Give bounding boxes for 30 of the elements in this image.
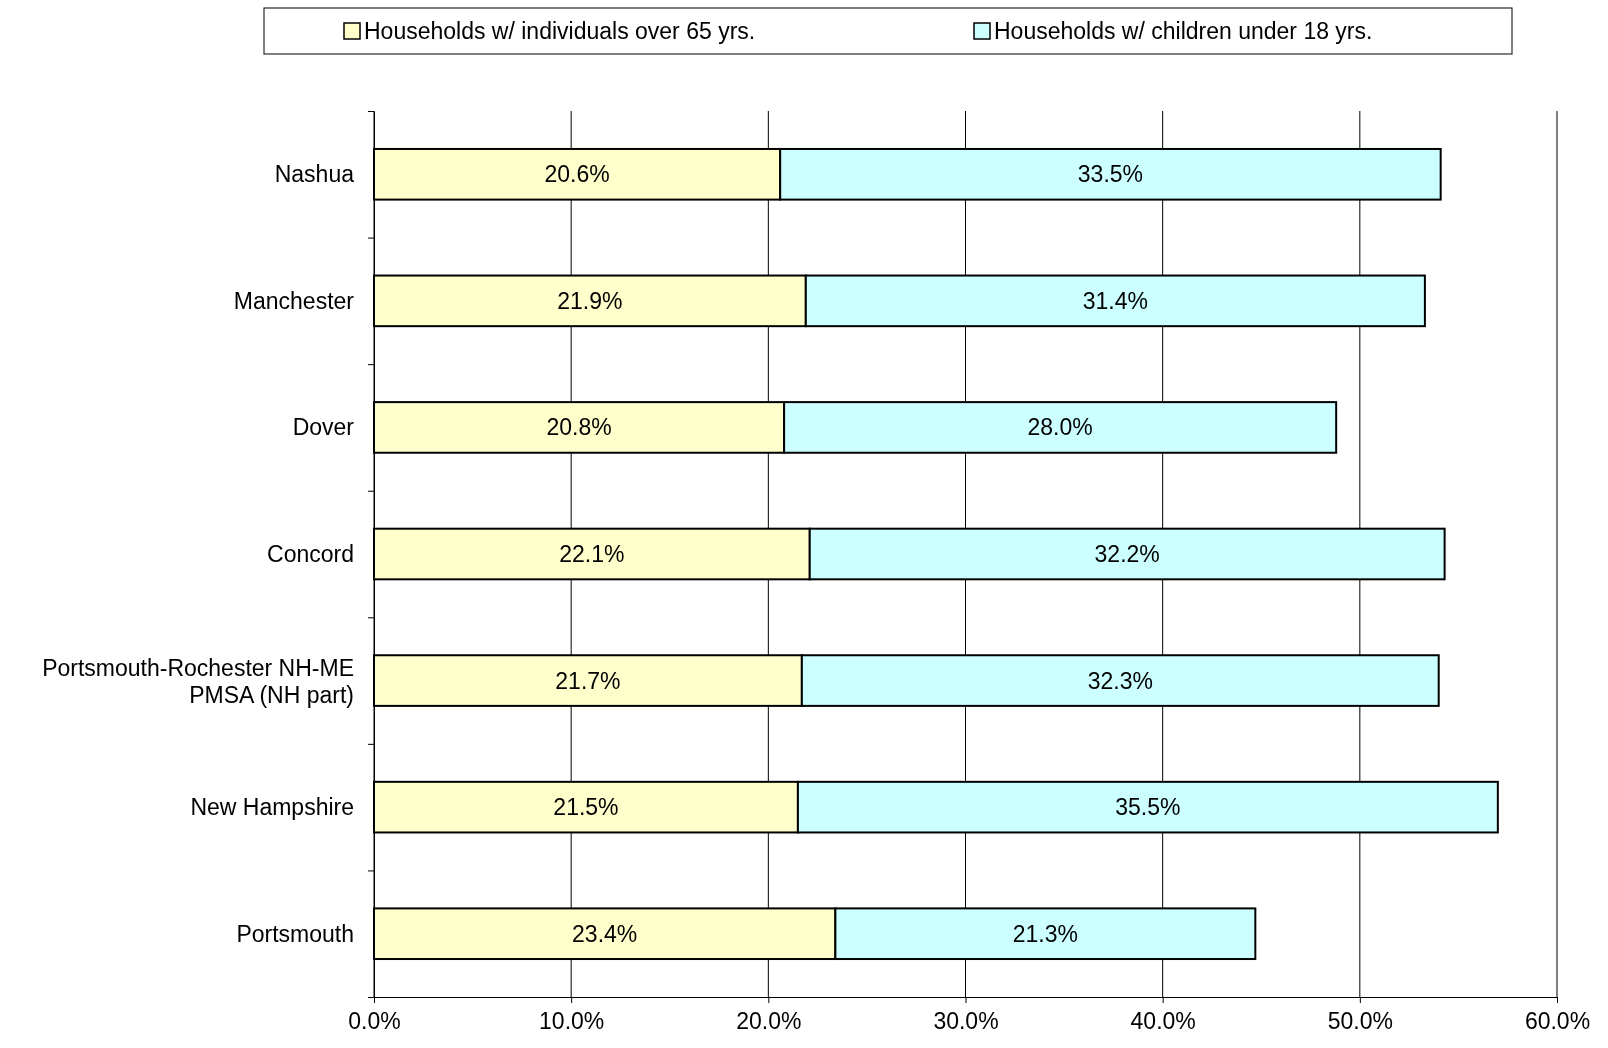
data-label: 31.4%: [1082, 287, 1148, 314]
x-tick-label: 40.0%: [1130, 1008, 1196, 1035]
data-label: 21.9%: [557, 287, 623, 314]
data-label: 22.1%: [559, 541, 625, 567]
y-tick-label: Portsmouth: [236, 920, 354, 947]
y-tick-label: Dover: [292, 414, 355, 441]
data-label: 23.4%: [572, 920, 638, 947]
y-tick-label: Concord: [267, 541, 354, 567]
data-label: 20.6%: [544, 161, 610, 188]
data-label: 21.7%: [555, 667, 621, 694]
legend-label: Households w/ children under 18 yrs.: [994, 18, 1373, 44]
legend-label: Households w/ individuals over 65 yrs.: [364, 18, 756, 44]
x-tick-label: 10.0%: [539, 1008, 605, 1035]
data-label: 21.3%: [1012, 920, 1078, 947]
x-tick-label: 60.0%: [1524, 1008, 1591, 1035]
data-label: 35.5%: [1115, 794, 1181, 821]
data-label: 20.8%: [546, 414, 612, 441]
data-label: 32.2%: [1094, 541, 1160, 567]
x-tick-label: 0.0%: [348, 1008, 401, 1035]
data-label: 28.0%: [1027, 414, 1093, 441]
y-tick-label: Manchester: [233, 287, 355, 314]
x-tick-label: 20.0%: [736, 1008, 802, 1035]
data-label: 21.5%: [553, 794, 619, 821]
y-tick-label: Portsmouth-Rochester NH-ME PMSA (NH part): [42, 654, 354, 708]
x-tick-label: 50.0%: [1327, 1008, 1393, 1035]
data-label: 33.5%: [1077, 161, 1144, 188]
y-tick-label: Nashua: [274, 161, 355, 188]
x-tick-label: 30.0%: [933, 1008, 999, 1035]
y-tick-label: New Hampshire: [190, 794, 354, 821]
data-label: 32.3%: [1087, 667, 1153, 694]
